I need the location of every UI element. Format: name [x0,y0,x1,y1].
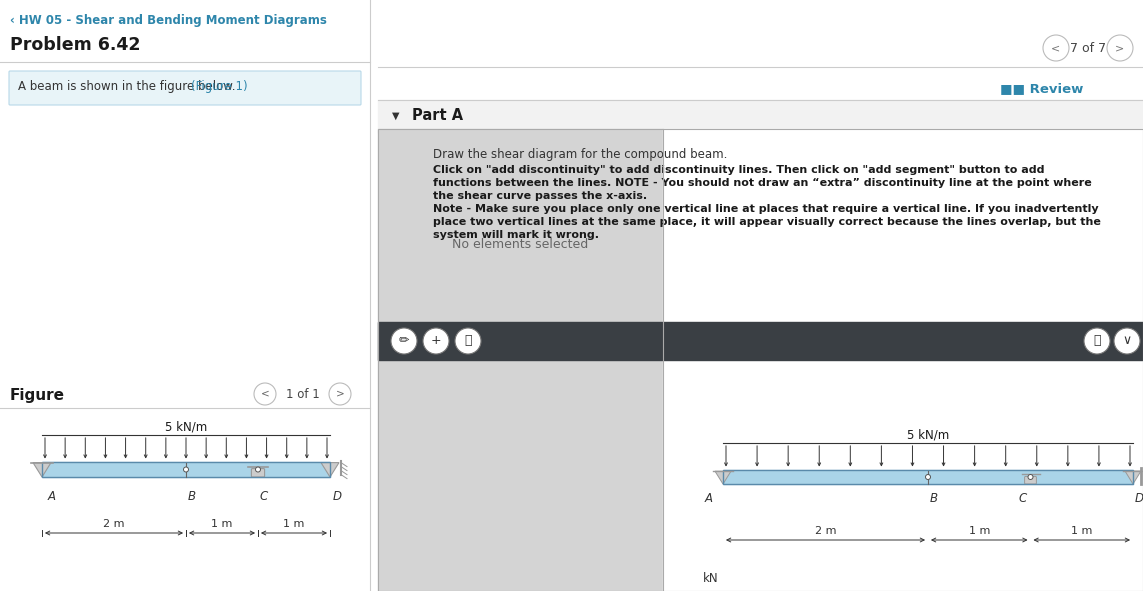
Text: ✏: ✏ [399,335,409,348]
Text: +: + [431,335,441,348]
Text: kN: kN [703,572,719,585]
Text: 2 m: 2 m [103,519,125,529]
Polygon shape [33,463,51,477]
Circle shape [1114,328,1140,354]
Text: ▼: ▼ [392,111,400,121]
Circle shape [455,328,481,354]
Bar [42,462,330,477]
Text: Figure: Figure [10,388,65,403]
Text: 1 of 1: 1 of 1 [286,388,320,401]
Circle shape [1044,35,1069,61]
Circle shape [254,383,275,405]
Bar [724,470,1133,484]
Text: B: B [930,492,938,505]
Text: >: > [336,389,344,399]
Text: 🗑: 🗑 [464,335,472,348]
Text: ∨: ∨ [1122,335,1132,348]
Text: 7 of 7: 7 of 7 [1070,41,1106,54]
Bar [378,129,1143,591]
Text: B: B [187,490,195,503]
Text: 5 kN/m: 5 kN/m [906,428,949,441]
Bar [378,322,1143,360]
Text: 1 m: 1 m [283,519,305,529]
Text: 1 m: 1 m [211,519,233,529]
Circle shape [329,383,351,405]
FancyBboxPatch shape [9,71,361,105]
Bar [42,462,330,477]
Text: <: < [1052,43,1061,53]
Text: D: D [333,490,342,503]
Text: 2 m: 2 m [815,526,837,536]
Text: >: > [1116,43,1125,53]
Polygon shape [1125,471,1141,484]
FancyBboxPatch shape [1024,476,1037,484]
Text: Problem 6.42: Problem 6.42 [10,36,141,54]
Text: A: A [48,490,56,503]
Text: 1 m: 1 m [1071,526,1093,536]
Circle shape [1028,475,1033,479]
Text: A beam is shown in the figure below.: A beam is shown in the figure below. [18,80,239,93]
Bar [724,470,1133,484]
Text: C: C [259,490,269,503]
Text: Draw the shear diagram for the compound beam.: Draw the shear diagram for the compound … [433,148,727,161]
Text: 1 m: 1 m [968,526,990,536]
Text: 5 kN/m: 5 kN/m [165,420,207,433]
Circle shape [1108,35,1133,61]
Text: ■■ Review: ■■ Review [1000,82,1084,95]
Text: (Figure 1): (Figure 1) [191,80,248,93]
Circle shape [256,467,261,472]
Text: D: D [1135,492,1143,505]
Text: A: A [705,492,713,505]
Circle shape [1084,328,1110,354]
Bar [663,129,1143,591]
FancyBboxPatch shape [251,469,264,477]
Text: the shear curve passes the x-axis.: the shear curve passes the x-axis. [433,191,647,201]
Circle shape [926,475,930,479]
Text: C: C [1018,492,1026,505]
Bar [378,129,663,591]
Text: system will mark it wrong.: system will mark it wrong. [433,230,599,240]
Bar [378,100,1143,132]
Text: 💡: 💡 [1093,335,1101,348]
Text: Part A: Part A [411,109,463,124]
Text: ‹ HW 05 - Shear and Bending Moment Diagrams: ‹ HW 05 - Shear and Bending Moment Diagr… [10,14,327,27]
Polygon shape [321,463,339,477]
Text: functions between the lines. NOTE - You should not draw an “extra” discontinuity: functions between the lines. NOTE - You … [433,178,1092,188]
Polygon shape [716,471,732,484]
Text: No elements selected: No elements selected [453,238,589,251]
Circle shape [391,328,417,354]
Text: place two vertical lines at the same place, it will appear visually correct beca: place two vertical lines at the same pla… [433,217,1101,227]
Text: Note - Make sure you place only one vertical line at places that require a verti: Note - Make sure you place only one vert… [433,204,1098,214]
Circle shape [423,328,449,354]
Text: Click on "add discontinuity" to add discontinuity lines. Then click on "add segm: Click on "add discontinuity" to add disc… [433,165,1045,175]
Circle shape [184,467,189,472]
Text: <: < [261,389,270,399]
